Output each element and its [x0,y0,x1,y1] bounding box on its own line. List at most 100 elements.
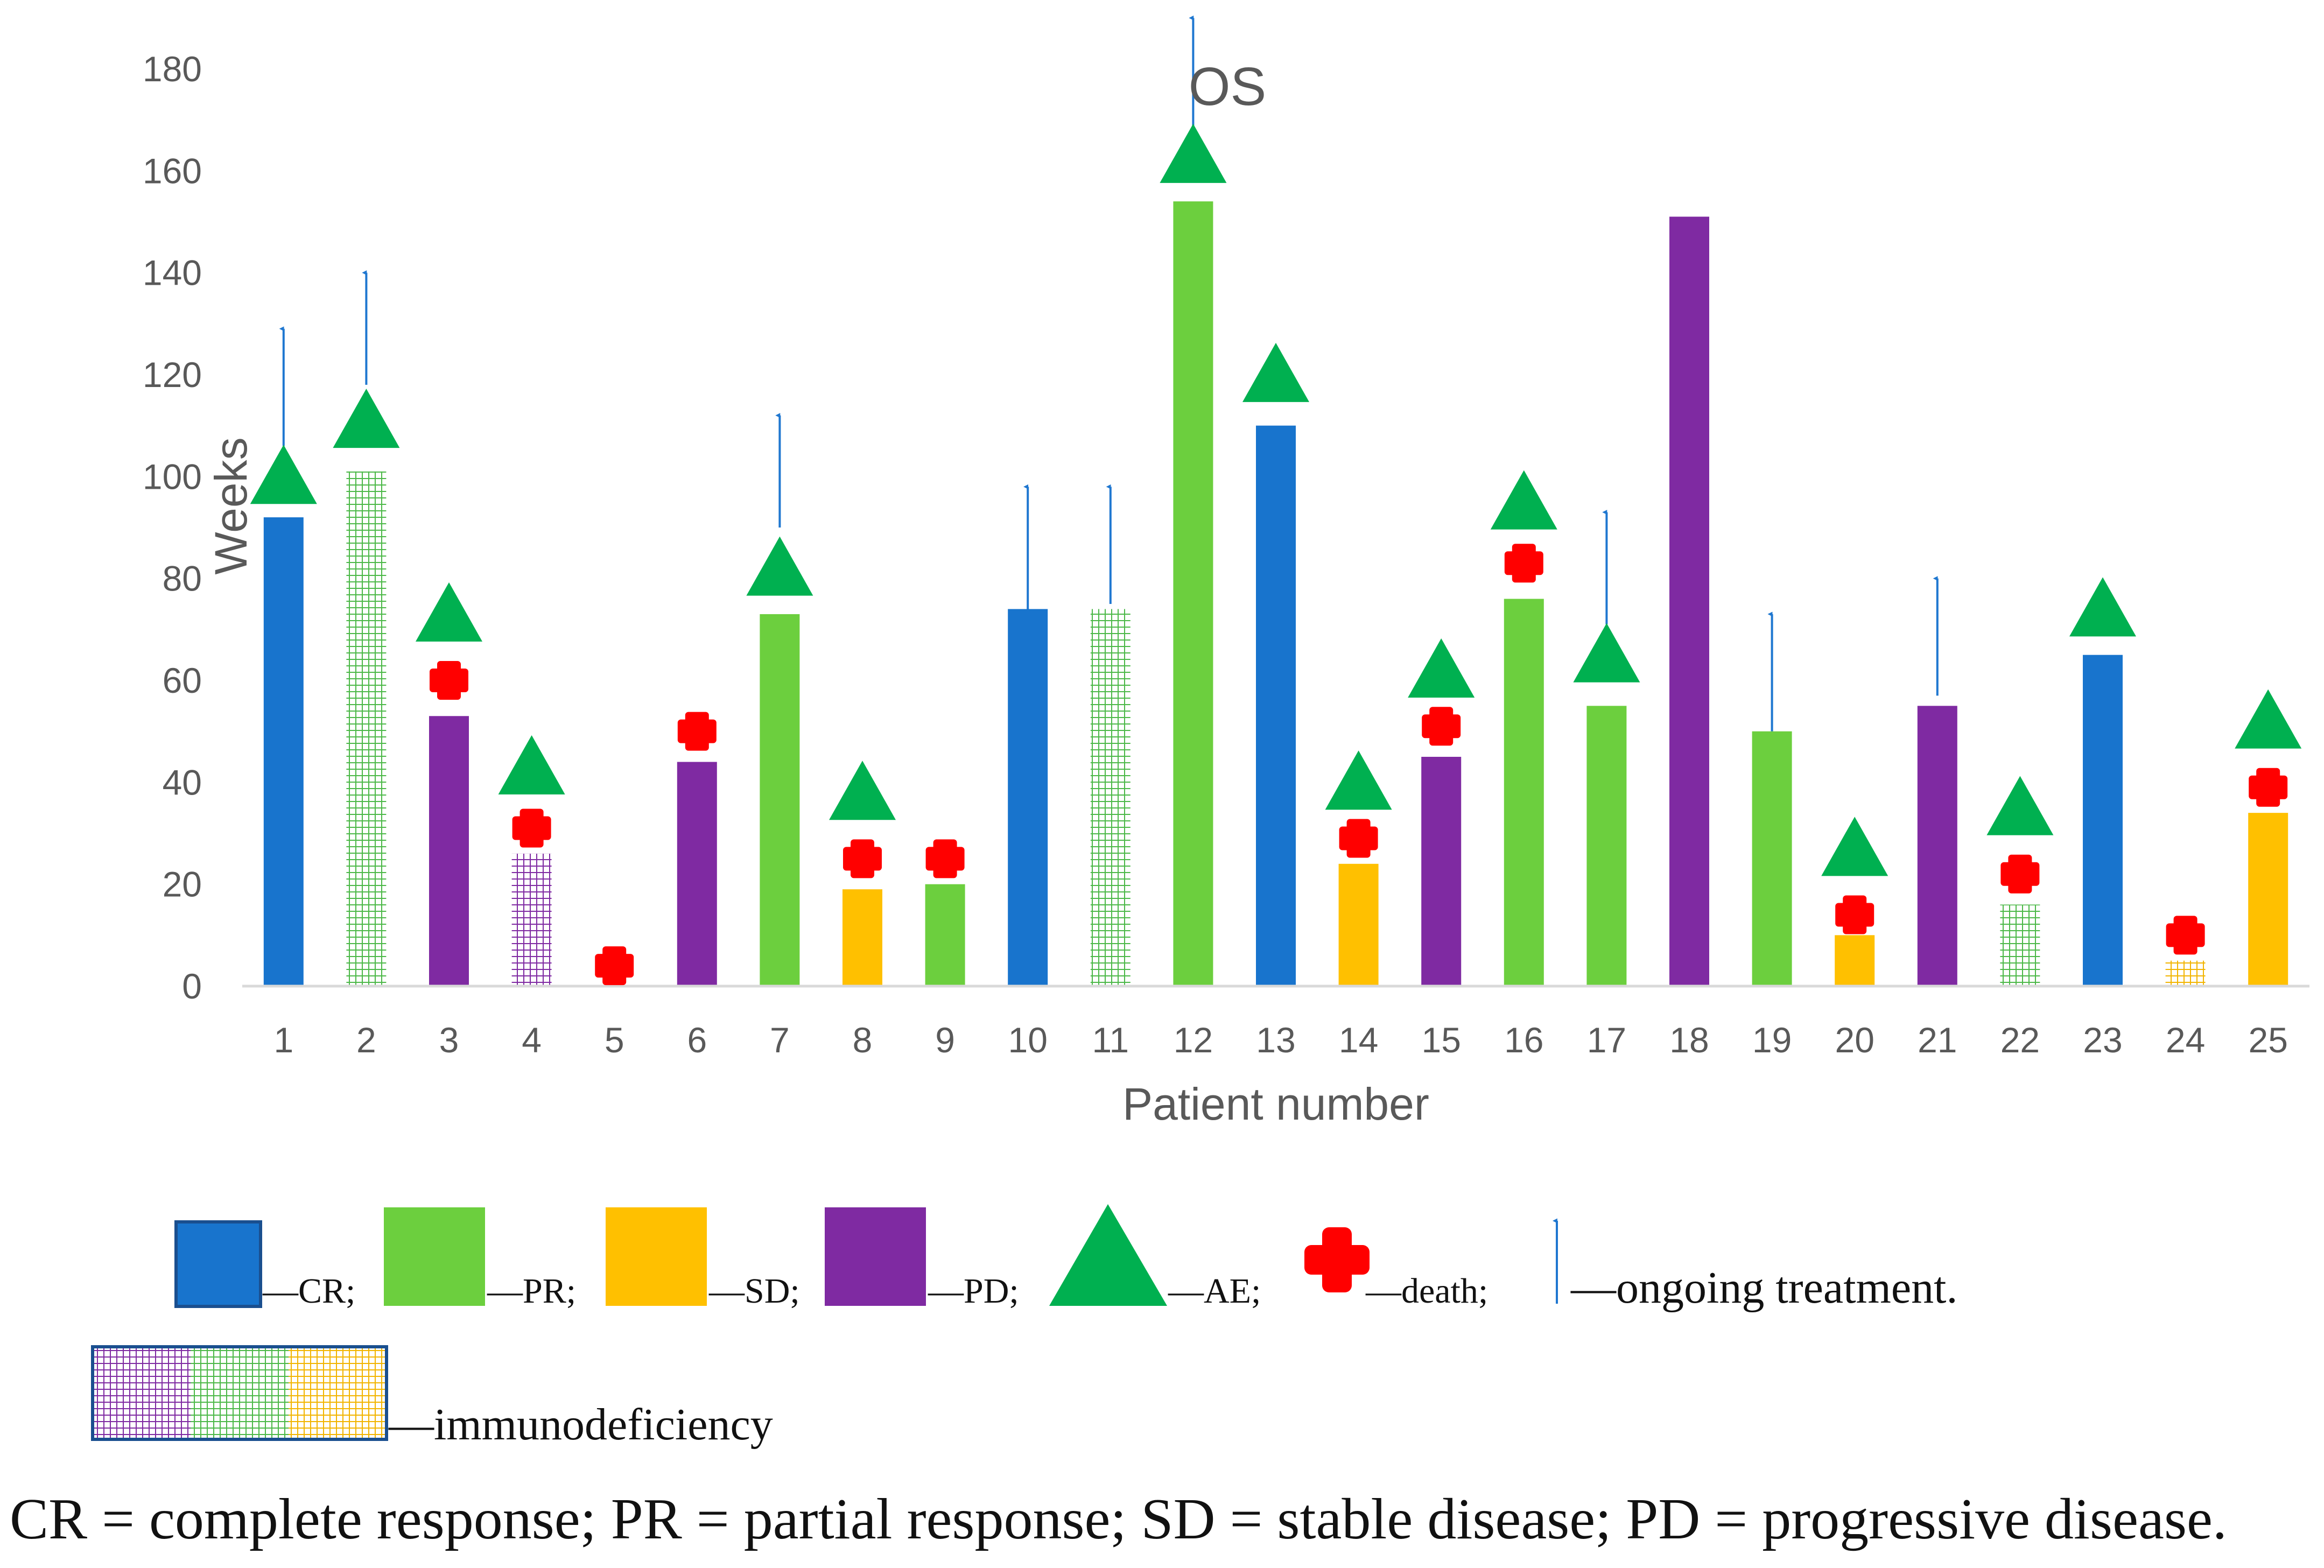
x-tick-label: 6 [687,1020,707,1060]
ae-marker-patient-8 [829,761,896,820]
death-marker-patient-8 [843,839,882,878]
x-tick-label: 2 [356,1020,376,1060]
legend-sd-swatch [606,1207,707,1306]
ae-marker-patient-17 [1573,623,1640,683]
y-tick-label: 0 [182,966,202,1006]
legend: —CR; —PR; —SD; —PD; —AE; —death; —ongoin… [91,1204,1958,1450]
bar-patient-11 [1090,609,1131,986]
legend-sd-label: —SD; [708,1271,800,1311]
x-tick-label: 23 [2083,1020,2122,1060]
legend-death-cross [1304,1227,1370,1292]
bar-patient-3 [429,716,469,986]
ae-marker-patient-23 [2069,577,2136,637]
x-tick-label: 12 [1174,1020,1213,1060]
legend-immuno-swatch-sd [289,1347,387,1439]
x-tick-label: 22 [2000,1020,2040,1060]
legend-pd-swatch [825,1207,926,1306]
ae-marker-patient-20 [1821,817,1888,876]
x-tick-label: 11 [1092,1020,1129,1060]
ae-marker-patient-13 [1242,342,1309,402]
ae-marker-patient-1 [250,445,317,504]
bar-patient-25 [2248,813,2288,986]
y-axis-label: Weeks [206,437,256,574]
ae-marker-patient-3 [416,582,482,642]
x-tick-label: 21 [1918,1020,1957,1060]
markers [250,15,2302,986]
death-marker-patient-16 [1504,544,1543,583]
y-axis-ticks: 0 20 40 60 80 100 120 140 160 180 [143,49,202,1006]
bar-patient-24 [2165,960,2206,986]
legend-ae-label: —AE; [1168,1271,1261,1311]
ae-marker-patient-25 [2235,689,2302,749]
death-marker-patient-25 [2249,768,2288,807]
y-tick-label: 140 [143,253,202,293]
bar-patient-22 [2000,904,2040,986]
y-tick-label: 20 [163,864,202,904]
death-marker-patient-15 [1422,707,1461,746]
death-marker-patient-9 [925,839,965,878]
y-tick-label: 80 [163,559,202,599]
legend-death-label: —death; [1365,1271,1488,1311]
ae-marker-patient-12 [1160,123,1227,183]
y-tick-label: 100 [143,456,202,496]
legend-pd-label: —PD; [928,1271,1019,1311]
ae-marker-patient-4 [498,735,565,794]
death-marker-patient-3 [430,661,468,700]
x-tick-label: 8 [853,1020,873,1060]
x-tick-label: 24 [2166,1020,2205,1060]
bar-patient-23 [2083,655,2123,986]
death-marker-patient-22 [2000,854,2040,894]
bar-patient-1 [263,517,304,986]
x-tick-label: 1 [273,1020,293,1060]
footnote: CR = complete response; PR = partial res… [10,1487,2227,1551]
x-tick-label: 17 [1587,1020,1626,1060]
x-axis: 1 2 3 4 5 6 7 8 9 10 11 12 13 14 15 16 17 18 19 20 21 22 23 24 2… [242,985,2309,1060]
bar-patient-20 [1835,935,1875,986]
bar-patient-2 [346,471,387,986]
x-tick-label: 16 [1504,1020,1543,1060]
x-tick-label: 20 [1835,1020,1874,1060]
bar-patient-12 [1173,201,1213,987]
x-tick-label: 19 [1752,1020,1792,1060]
y-tick-label: 60 [163,660,202,700]
x-tick-label: 18 [1669,1020,1709,1060]
bar-patient-13 [1256,425,1296,986]
bar-patient-9 [925,884,965,986]
ae-marker-patient-14 [1325,750,1392,810]
legend-immuno-swatch-pd [93,1347,191,1439]
legend-cr-swatch [174,1220,262,1308]
legend-immuno-swatch-pr [191,1347,289,1439]
legend-immuno-label: —immunodeficiency [388,1400,773,1450]
death-marker-patient-24 [2166,916,2205,955]
x-tick-label: 15 [1421,1020,1461,1060]
legend-ae-triangle [1049,1204,1167,1306]
bar-patient-18 [1669,216,1709,986]
legend-ongoing-label: —ongoing treatment. [1570,1263,1958,1313]
x-tick-label: 13 [1256,1020,1295,1060]
y-tick-label: 40 [163,762,202,802]
chart-title: OS [1189,57,1266,117]
death-marker-patient-4 [512,808,551,848]
x-tick-label: 3 [439,1020,459,1060]
y-tick-label: 120 [143,355,202,395]
legend-immuno-border [91,1345,388,1441]
death-marker-patient-6 [677,712,717,751]
x-tick-label: 4 [522,1020,542,1060]
x-tick-label: 7 [770,1020,790,1060]
x-axis-label: Patient number [1122,1079,1429,1129]
ae-marker-patient-22 [1986,776,2054,835]
bar-patient-19 [1752,731,1792,986]
ae-marker-patient-15 [1408,638,1475,698]
bar-patient-10 [1008,609,1048,986]
x-tick-label: 25 [2248,1020,2287,1060]
ae-marker-patient-2 [333,389,400,448]
death-marker-patient-20 [1835,895,1874,934]
bar-patient-14 [1338,863,1379,986]
x-tick-label: 9 [935,1020,955,1060]
bar-patient-17 [1586,706,1627,986]
bar-patient-16 [1504,599,1544,986]
ae-marker-patient-16 [1490,470,1557,530]
x-tick-label: 14 [1339,1020,1378,1060]
bars [263,201,2288,987]
